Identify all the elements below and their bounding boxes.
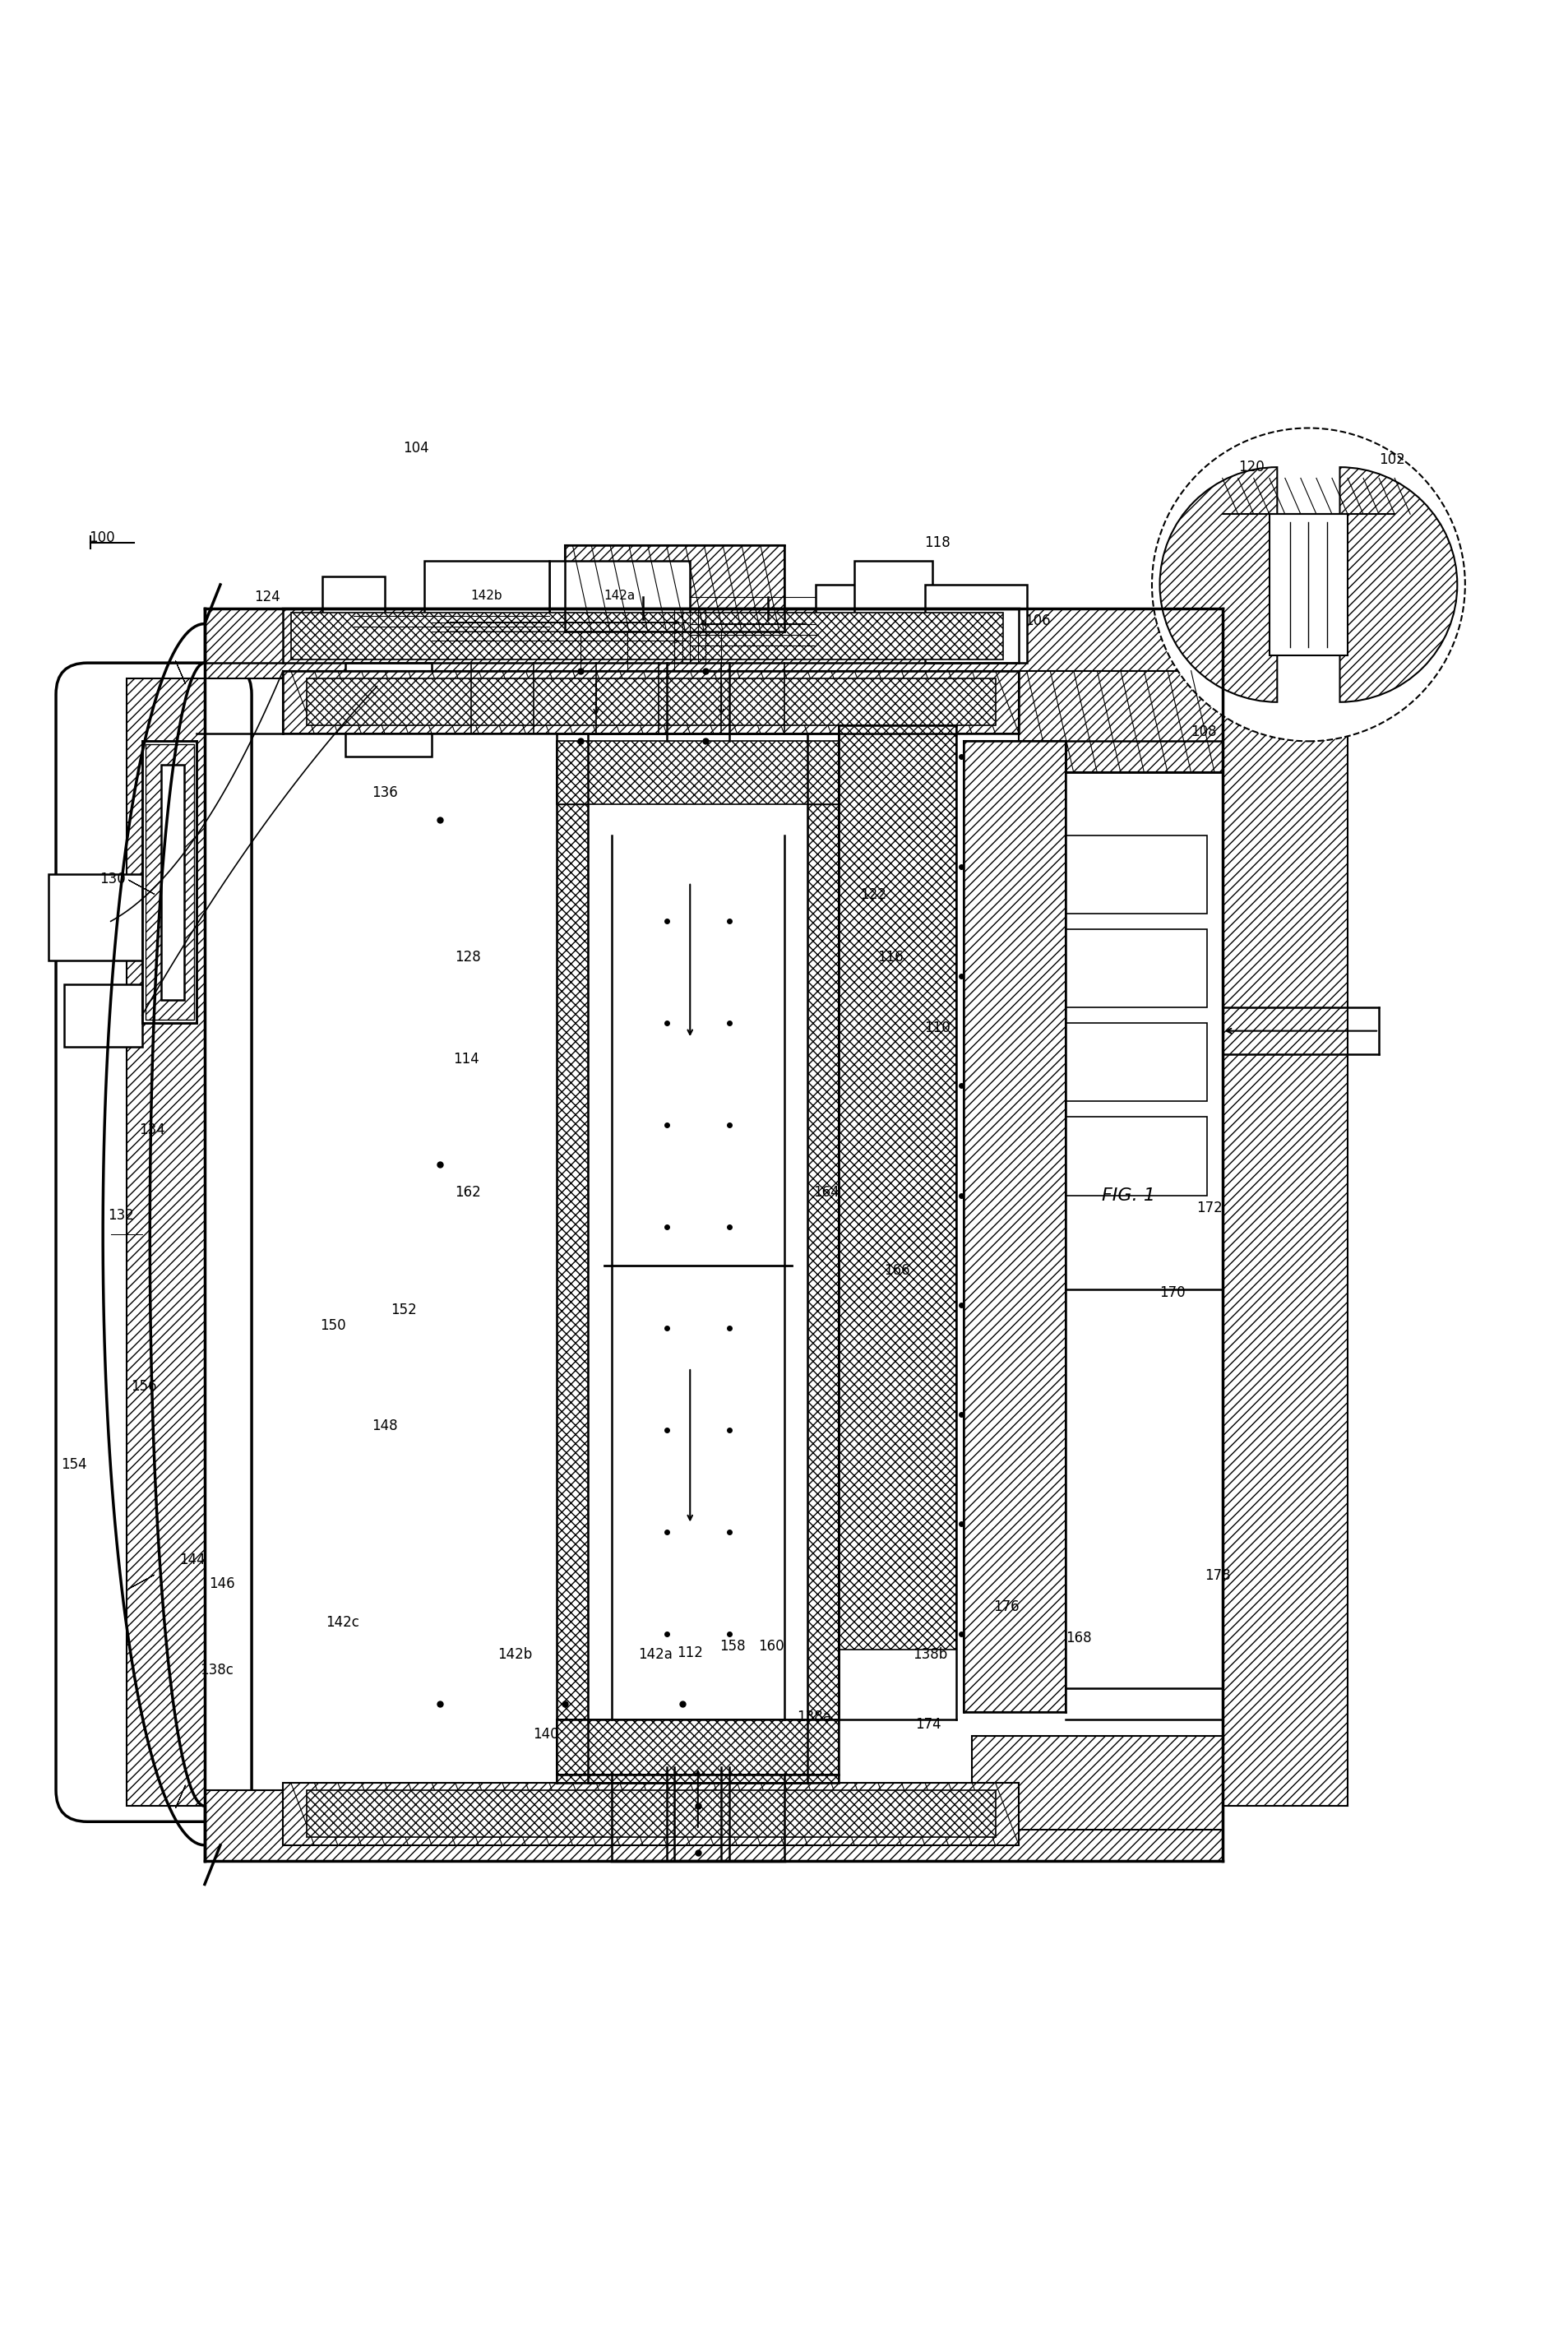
Text: 144: 144 — [179, 1553, 205, 1567]
Text: 112: 112 — [677, 1646, 702, 1660]
Text: 100: 100 — [89, 531, 114, 545]
Bar — [1051, 1117, 1207, 1194]
Bar — [1019, 670, 1223, 773]
Text: 176: 176 — [994, 1599, 1019, 1616]
Bar — [557, 1720, 839, 1783]
Bar — [964, 740, 1066, 1711]
Text: 132: 132 — [108, 1208, 133, 1222]
Bar — [306, 677, 996, 726]
Bar — [557, 1720, 839, 1774]
Text: 134: 134 — [140, 1122, 165, 1136]
Text: 166: 166 — [884, 1264, 909, 1278]
Text: 124: 124 — [254, 589, 281, 605]
Bar — [306, 1790, 996, 1837]
Bar — [1051, 929, 1207, 1008]
Text: 170: 170 — [1159, 1285, 1185, 1299]
Text: 118: 118 — [925, 535, 950, 549]
Bar — [1270, 514, 1347, 654]
Bar — [808, 803, 839, 1727]
Bar — [146, 745, 194, 1020]
Text: 146: 146 — [209, 1576, 235, 1590]
Bar — [1035, 773, 1223, 1290]
Text: 142b: 142b — [497, 1646, 532, 1662]
Bar — [290, 612, 1004, 659]
Bar — [839, 726, 956, 1651]
Text: 142c: 142c — [326, 1616, 359, 1630]
Bar — [49, 875, 158, 961]
Text: 148: 148 — [372, 1418, 398, 1434]
Circle shape — [1152, 428, 1465, 740]
Text: 108: 108 — [1192, 724, 1217, 740]
Bar — [321, 577, 384, 640]
Text: 128: 128 — [455, 950, 481, 964]
Bar — [1223, 677, 1347, 1807]
Text: 142a: 142a — [638, 1646, 673, 1662]
Bar — [1051, 1022, 1207, 1101]
Text: 168: 168 — [1065, 1632, 1091, 1646]
Text: 160: 160 — [759, 1639, 784, 1653]
Text: 136: 136 — [372, 785, 398, 801]
Bar — [162, 764, 185, 999]
Bar — [143, 740, 198, 1022]
Bar — [282, 670, 1019, 733]
Bar — [64, 985, 143, 1048]
Text: 172: 172 — [1196, 1201, 1223, 1215]
Bar — [855, 561, 933, 624]
Bar — [815, 584, 894, 647]
Text: 150: 150 — [320, 1318, 347, 1332]
Bar — [972, 1737, 1223, 1830]
Text: 106: 106 — [1024, 612, 1051, 629]
Bar — [282, 1783, 1019, 1846]
Text: 110: 110 — [925, 1020, 950, 1036]
Text: 174: 174 — [916, 1718, 941, 1732]
Text: 120: 120 — [1239, 459, 1264, 475]
Text: 156: 156 — [132, 1378, 157, 1394]
Bar — [564, 545, 784, 631]
Text: 130: 130 — [100, 871, 125, 887]
Bar — [127, 677, 205, 1807]
Text: 122: 122 — [861, 887, 886, 901]
Text: 102: 102 — [1378, 452, 1405, 466]
Text: 114: 114 — [453, 1052, 480, 1066]
Text: 138b: 138b — [913, 1646, 947, 1662]
Bar — [1051, 836, 1207, 913]
Text: 158: 158 — [720, 1639, 745, 1653]
Text: 142a: 142a — [604, 589, 635, 601]
Bar — [925, 584, 1027, 663]
FancyBboxPatch shape — [56, 663, 251, 1823]
Text: 116: 116 — [878, 950, 903, 964]
Text: 178: 178 — [1204, 1569, 1231, 1583]
Text: 152: 152 — [390, 1301, 417, 1318]
Bar — [557, 740, 839, 803]
Wedge shape — [1339, 468, 1457, 703]
Text: 140: 140 — [533, 1727, 560, 1741]
Wedge shape — [1160, 468, 1278, 703]
Bar — [345, 663, 431, 757]
Text: 138c: 138c — [201, 1662, 234, 1676]
Text: 154: 154 — [61, 1457, 86, 1471]
Bar — [205, 608, 1223, 677]
Text: 138a: 138a — [797, 1709, 831, 1725]
Bar — [423, 561, 549, 631]
Text: 142b: 142b — [470, 589, 502, 601]
Bar — [557, 803, 588, 1727]
Bar — [549, 561, 690, 631]
Text: 104: 104 — [403, 440, 430, 456]
Text: 164: 164 — [814, 1185, 839, 1199]
Text: FIG. 1: FIG. 1 — [1102, 1187, 1156, 1204]
Text: 162: 162 — [455, 1185, 481, 1199]
Bar — [205, 1790, 1223, 1860]
